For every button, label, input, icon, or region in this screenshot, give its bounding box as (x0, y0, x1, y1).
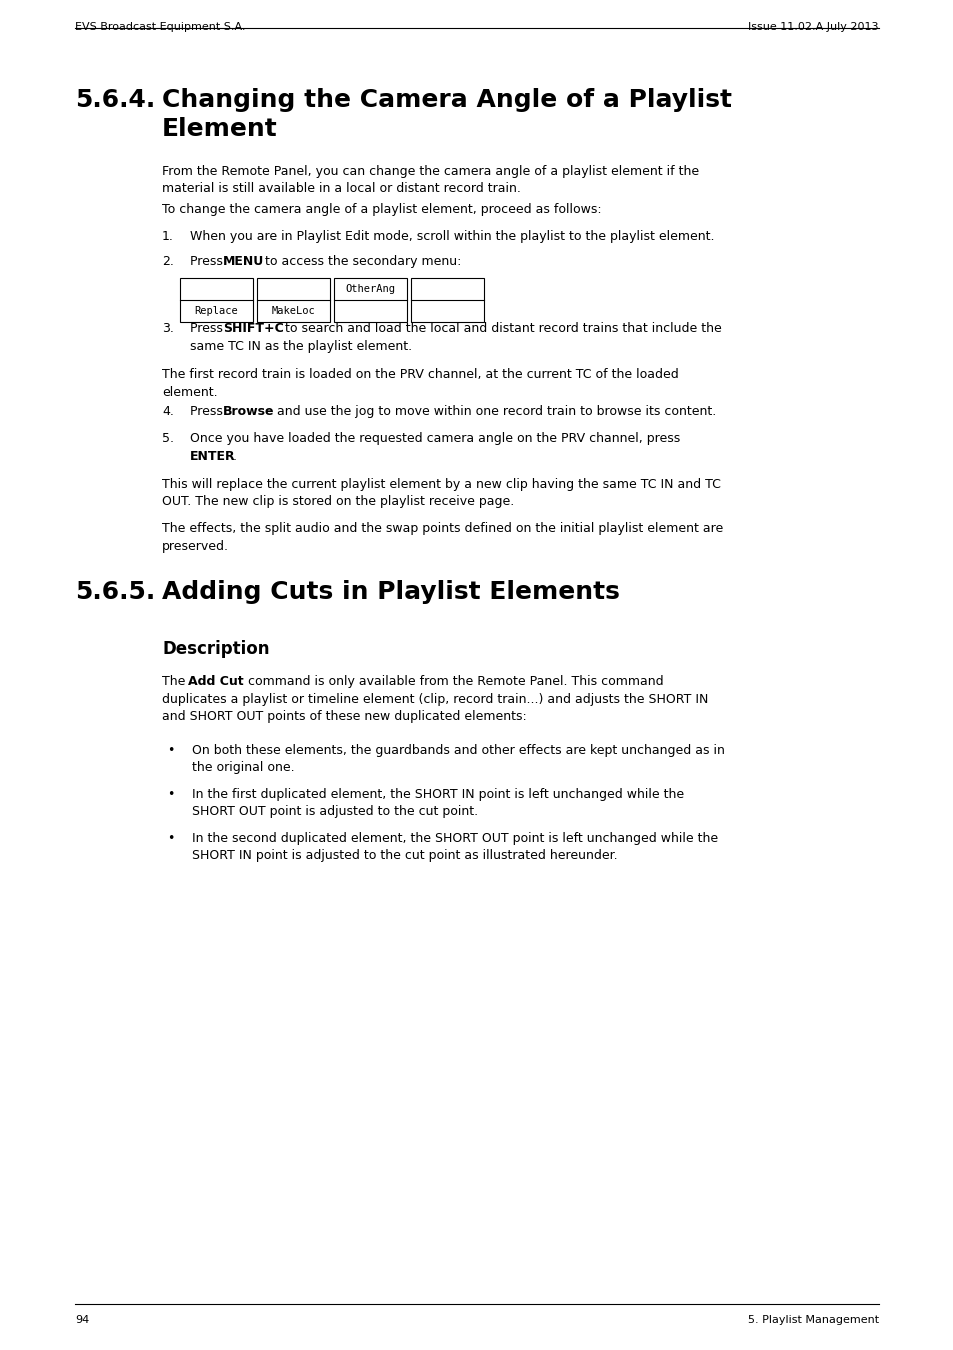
Text: 5.: 5. (162, 432, 173, 446)
Bar (411, 278, 483, 323)
Text: 2.: 2. (162, 255, 173, 269)
Text: 5. Playlist Management: 5. Playlist Management (747, 1315, 878, 1324)
Text: •: • (167, 744, 174, 757)
Text: Issue 11.02.A July 2013: Issue 11.02.A July 2013 (748, 22, 878, 32)
Text: Browse: Browse (223, 405, 274, 418)
Text: and use the jog to move within one record train to browse its content.: and use the jog to move within one recor… (273, 405, 716, 418)
Text: 4.: 4. (162, 405, 173, 418)
Text: Press: Press (190, 323, 227, 335)
Text: Replace: Replace (194, 306, 238, 316)
Text: to access the secondary menu:: to access the secondary menu: (261, 255, 461, 269)
Bar (256, 278, 330, 323)
Text: SHIFT+C: SHIFT+C (223, 323, 283, 335)
Text: In the second duplicated element, the SHORT OUT point is left unchanged while th: In the second duplicated element, the SH… (192, 832, 718, 863)
Text: MakeLoc: MakeLoc (272, 306, 315, 316)
Text: and SHORT OUT points of these new duplicated elements:: and SHORT OUT points of these new duplic… (162, 710, 526, 724)
Text: The: The (162, 675, 190, 688)
Bar (334, 278, 407, 323)
Text: This will replace the current playlist element by a new clip having the same TC : This will replace the current playlist e… (162, 478, 720, 509)
Text: When you are in Playlist Edit mode, scroll within the playlist to the playlist e: When you are in Playlist Edit mode, scro… (190, 230, 714, 243)
Text: .: . (233, 450, 236, 463)
Text: OtherAng: OtherAng (345, 284, 395, 294)
Text: to search and load the local and distant record trains that include the: to search and load the local and distant… (281, 323, 721, 335)
Text: MENU: MENU (223, 255, 264, 269)
Text: Once you have loaded the requested camera angle on the PRV channel, press: Once you have loaded the requested camer… (190, 432, 679, 446)
Text: ENTER: ENTER (190, 450, 235, 463)
Text: 3.: 3. (162, 323, 173, 335)
Text: To change the camera angle of a playlist element, proceed as follows:: To change the camera angle of a playlist… (162, 202, 601, 216)
Text: duplicates a playlist or timeline element (clip, record train...) and adjusts th: duplicates a playlist or timeline elemen… (162, 693, 708, 706)
Text: 5.6.5.: 5.6.5. (75, 580, 155, 603)
Text: EVS Broadcast Equipment S.A.: EVS Broadcast Equipment S.A. (75, 22, 245, 32)
Text: same TC IN as the playlist element.: same TC IN as the playlist element. (190, 339, 412, 352)
Text: 94: 94 (75, 1315, 90, 1324)
Text: •: • (167, 832, 174, 845)
Text: command is only available from the Remote Panel. This command: command is only available from the Remot… (244, 675, 663, 688)
Text: Add Cut: Add Cut (188, 675, 243, 688)
Text: The effects, the split audio and the swap points defined on the initial playlist: The effects, the split audio and the swa… (162, 522, 722, 552)
Text: Press: Press (190, 405, 227, 418)
Text: From the Remote Panel, you can change the camera angle of a playlist element if : From the Remote Panel, you can change th… (162, 165, 699, 196)
Text: Description: Description (162, 640, 269, 657)
Text: In the first duplicated element, the SHORT IN point is left unchanged while the
: In the first duplicated element, the SHO… (192, 788, 683, 818)
Text: 5.6.4.: 5.6.4. (75, 88, 155, 112)
Text: Press: Press (190, 255, 227, 269)
Text: The first record train is loaded on the PRV channel, at the current TC of the lo: The first record train is loaded on the … (162, 369, 678, 398)
Text: On both these elements, the guardbands and other effects are kept unchanged as i: On both these elements, the guardbands a… (192, 744, 724, 775)
Text: •: • (167, 788, 174, 801)
Text: Changing the Camera Angle of a Playlist
Element: Changing the Camera Angle of a Playlist … (162, 88, 731, 140)
Text: 1.: 1. (162, 230, 173, 243)
Bar (180, 278, 253, 323)
Text: Adding Cuts in Playlist Elements: Adding Cuts in Playlist Elements (162, 580, 619, 603)
